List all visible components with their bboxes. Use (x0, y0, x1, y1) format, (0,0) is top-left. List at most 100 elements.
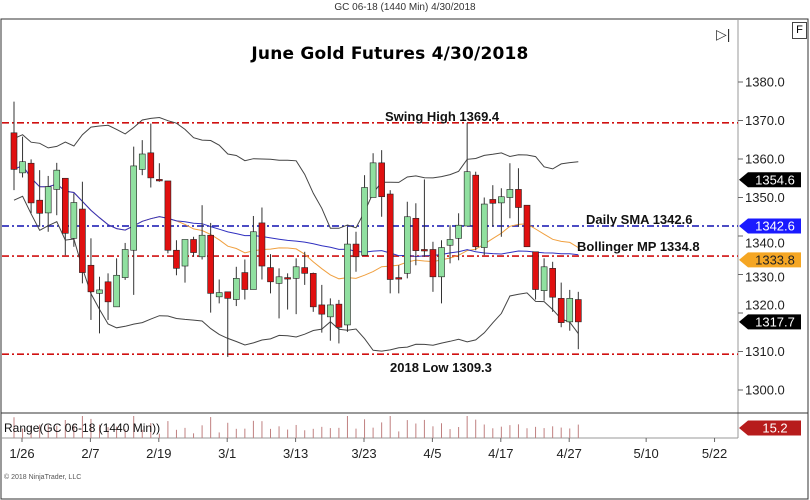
candle-down (164, 180, 172, 251)
candle-up (19, 161, 26, 174)
price-tag-bg (739, 218, 801, 234)
x-tick-label: 3/23 (351, 446, 376, 461)
candle-down (515, 189, 522, 208)
candle-up (96, 289, 103, 294)
x-tick-label: 4/17 (488, 446, 513, 461)
candle-down (36, 199, 43, 214)
candle-down (523, 204, 531, 248)
candle-down (574, 299, 582, 323)
swing-high-annotation: Swing High 1369.4 (385, 109, 500, 124)
candle-down (241, 272, 249, 290)
candle-down (549, 268, 556, 298)
candle-down (318, 304, 326, 315)
candle-up (455, 224, 462, 239)
candle-down (352, 243, 360, 258)
x-tick-label: 5/22 (702, 446, 727, 461)
candle-down (61, 177, 69, 234)
candle-up (121, 249, 129, 278)
candle-down (190, 239, 197, 253)
candle-up (53, 169, 61, 190)
candle-up (403, 216, 411, 274)
range-value-tag-bg (739, 420, 801, 436)
f-button[interactable]: F (792, 22, 807, 39)
chart-frame (0, 18, 809, 500)
x-tick-label: 2/7 (81, 446, 99, 461)
candle-down (386, 193, 394, 280)
price-tag: 1342.6 (755, 218, 795, 233)
candle-up (113, 274, 120, 308)
x-tick-label: 2/19 (146, 446, 171, 461)
watermark: © 2018 NinjaTrader, LLC (4, 474, 82, 481)
candle-up (275, 276, 283, 284)
x-tick-label: 3/1 (218, 446, 236, 461)
y-tick-label: 1300.0 (745, 383, 785, 398)
candle-down (309, 273, 317, 308)
y-tick-label: 1330.0 (745, 269, 785, 284)
range-value-tag: 15.2 (762, 421, 787, 436)
x-tick-label: 4/5 (423, 446, 441, 461)
bollinger-lower-band (13, 195, 579, 352)
candle-down (27, 162, 35, 204)
price-tag: 1333.8 (755, 252, 795, 267)
candle-up (130, 165, 137, 251)
price-tag: 1354.6 (755, 172, 795, 187)
candle-down (472, 174, 480, 248)
chart-title: June Gold Futures 4/30/2018 (251, 44, 529, 64)
y-tick-label: 1350.0 (745, 190, 785, 205)
candle-down (173, 249, 180, 269)
candle-down (104, 281, 112, 303)
candle-up (44, 186, 52, 214)
candle-up (198, 234, 206, 258)
candle-down (378, 162, 385, 198)
candle-up (292, 266, 300, 279)
candle-up (233, 278, 240, 300)
candle-down (258, 222, 266, 267)
window-title: GC 06-18 (1440 Min) 4/30/2018 (334, 2, 476, 13)
bollinger-mp-annotation: Bollinger MP 1334.8 (577, 239, 700, 254)
range-panel-label: Range(GC 06-18 (1440 Min)) (4, 421, 161, 435)
y-tick-label: 1360.0 (745, 152, 785, 167)
candle-down (301, 267, 309, 274)
sma-line (13, 164, 579, 258)
price-tag-bg (739, 252, 801, 268)
candle-down (421, 249, 428, 252)
daily-sma-annotation: Daily SMA 1342.6 (586, 212, 693, 227)
candle-down (156, 179, 163, 182)
price-tag: 1317.7 (755, 314, 795, 329)
candle-down (532, 251, 539, 290)
candle-up (250, 231, 257, 290)
candle-down (79, 208, 86, 273)
candle-down (429, 249, 437, 278)
candle-up (566, 298, 574, 323)
candle-up (540, 266, 548, 291)
candle-down (207, 234, 214, 294)
candle-up (446, 239, 454, 246)
y-tick-label: 1340.0 (745, 235, 785, 250)
candle-up (344, 243, 351, 326)
candle-up (181, 239, 189, 267)
candle-down (395, 277, 403, 280)
x-tick-label: 3/13 (283, 446, 308, 461)
candle-up (498, 196, 505, 204)
candle-up (138, 153, 146, 170)
candle-down (267, 267, 274, 283)
candle-up (215, 292, 223, 298)
x-tick-label: 5/10 (633, 446, 658, 461)
candle-up (70, 202, 78, 239)
candle-up (463, 171, 471, 227)
candle-up (506, 189, 514, 198)
skip-to-end-icon[interactable]: ▷| (716, 26, 731, 42)
price-tag-bg (739, 314, 801, 330)
candle-down (147, 152, 155, 179)
bollinger-upper-band (13, 116, 579, 229)
candle-down (335, 303, 343, 328)
candle-up (361, 187, 368, 256)
candle-down (87, 264, 95, 293)
y-tick-label: 1320.0 (745, 297, 785, 312)
candle-up (438, 247, 445, 278)
candle-down (489, 199, 497, 204)
x-tick-label: 1/26 (9, 446, 34, 461)
candle-down (412, 217, 420, 251)
x-tick-label: 4/27 (557, 446, 582, 461)
